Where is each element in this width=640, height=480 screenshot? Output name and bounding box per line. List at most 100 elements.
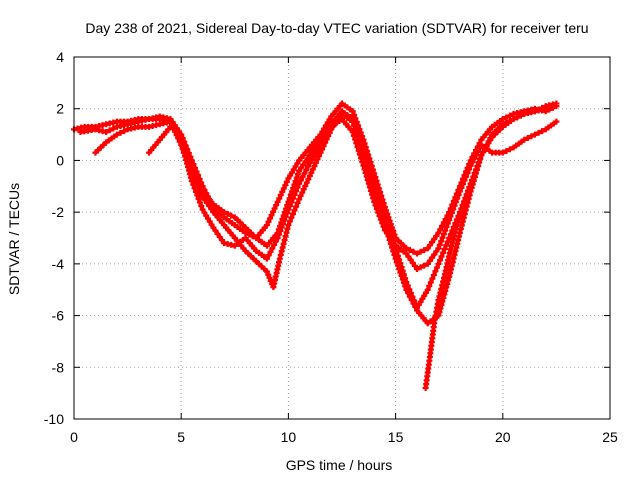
data-point [181, 141, 188, 148]
data-point [167, 118, 174, 125]
data-point [367, 164, 374, 171]
data-point [381, 227, 388, 234]
data-point [198, 203, 205, 210]
data-point [190, 166, 197, 173]
data-point [443, 242, 450, 249]
data-point [461, 177, 468, 184]
data-point [281, 209, 288, 216]
data-point [313, 142, 320, 149]
plot-border [73, 56, 611, 420]
data-point [442, 227, 449, 234]
axis-ticks: 0 5 10 15 20 25 -10 -8 -6 -4 -2 0 2 4 [44, 49, 618, 445]
data-point [371, 175, 378, 182]
data-point [306, 172, 313, 179]
data-point [221, 209, 228, 216]
data-point [443, 224, 450, 231]
data-point [466, 184, 473, 191]
data-point [266, 274, 273, 281]
data-point [369, 171, 376, 178]
data-point [286, 195, 293, 202]
data-point [474, 148, 481, 155]
data-point [379, 220, 386, 227]
data-point [267, 248, 274, 255]
data-point [294, 171, 301, 178]
data-point [277, 192, 284, 199]
data-point [426, 242, 433, 249]
data-point [312, 159, 319, 166]
data-point [288, 214, 295, 221]
data-point [433, 232, 440, 239]
data-point [323, 127, 330, 134]
data-point [368, 168, 375, 175]
data-point [191, 169, 198, 176]
data-point [188, 178, 195, 185]
data-points [71, 100, 560, 391]
data-point [403, 245, 410, 252]
data-point [407, 256, 414, 263]
y-tick-label: -2 [52, 204, 65, 220]
data-point [263, 255, 270, 262]
data-point [417, 264, 424, 271]
data-point [377, 216, 384, 223]
series-track-5 [422, 180, 474, 391]
data-point [485, 138, 492, 145]
data-point [499, 116, 506, 123]
data-point [182, 145, 189, 152]
data-point [417, 248, 424, 255]
y-tick-label: -8 [52, 359, 65, 375]
data-point [517, 112, 524, 119]
data-point [358, 138, 365, 145]
data-point [305, 163, 312, 170]
data-point [440, 249, 447, 256]
data-point [352, 136, 359, 143]
data-point [400, 271, 407, 278]
data-point [447, 213, 454, 220]
data-point [372, 202, 379, 209]
data-point [437, 226, 444, 233]
data-point [280, 185, 287, 192]
data-point [351, 119, 358, 126]
y-tick-label: 4 [56, 49, 64, 65]
data-point [467, 180, 474, 187]
data-point [293, 203, 300, 210]
data-point [424, 286, 431, 293]
data-point [480, 148, 487, 155]
data-point [553, 100, 560, 107]
data-point [410, 297, 417, 304]
data-point [471, 155, 478, 162]
data-point [274, 198, 281, 205]
data-point [396, 256, 403, 263]
data-point [431, 251, 438, 258]
data-point [308, 169, 315, 176]
data-point [268, 212, 275, 219]
data-point [273, 202, 280, 209]
data-point [267, 215, 274, 222]
data-point [296, 196, 303, 203]
data-point [317, 136, 324, 143]
data-point [377, 194, 384, 201]
data-point [360, 141, 367, 148]
data-point [438, 253, 445, 260]
data-point [224, 210, 231, 217]
data-point [184, 148, 191, 155]
data-point [503, 119, 510, 126]
y-tick-label: -6 [52, 308, 65, 324]
data-point [376, 213, 383, 220]
data-point [528, 133, 535, 140]
data-point [439, 234, 446, 241]
data-point [426, 283, 433, 290]
data-point [463, 191, 470, 198]
data-point [326, 124, 333, 131]
data-point [185, 152, 192, 159]
data-point [437, 257, 444, 264]
data-point [187, 159, 194, 166]
data-point [452, 199, 459, 206]
data-point [303, 179, 310, 186]
data-point [300, 161, 307, 168]
data-point [121, 128, 128, 135]
x-tick-label: 20 [495, 429, 511, 445]
data-point [405, 253, 412, 260]
data-point [429, 275, 436, 282]
data-point [429, 239, 436, 246]
data-point [321, 130, 328, 137]
